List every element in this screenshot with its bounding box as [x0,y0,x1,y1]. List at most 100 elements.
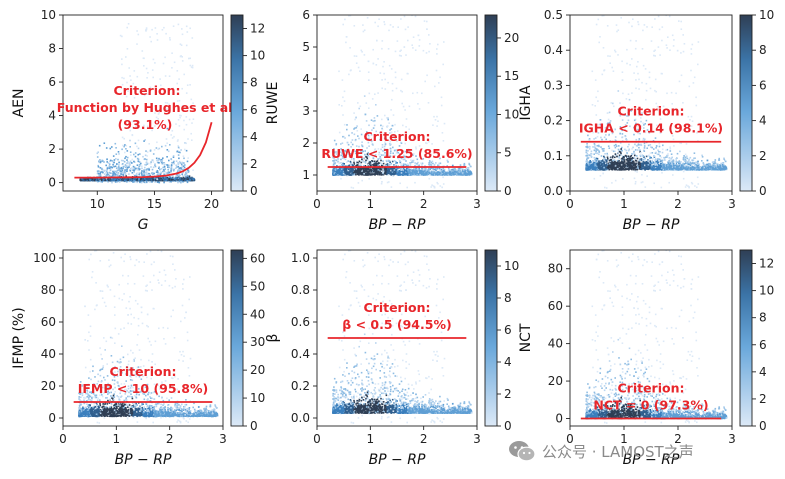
density-cell [361,151,363,154]
density-cell [145,30,147,32]
density-cell [138,172,141,175]
density-cell [144,177,146,180]
density-cell [380,182,383,185]
density-cell [129,161,131,164]
density-cell [402,167,404,170]
density-cell [437,120,439,122]
density-cell [371,140,373,143]
density-cell [448,171,451,174]
density-cell [136,179,138,181]
density-cell [182,171,185,174]
density-cell [111,172,114,175]
density-cell [343,90,346,93]
density-cell [374,154,377,156]
density-cell [114,170,116,173]
density-cell [94,178,96,181]
density-cell [134,174,136,177]
density-cell [352,172,354,175]
density-cell [448,168,451,171]
density-cell [156,174,159,176]
density-cell [118,175,121,178]
density-cell [386,181,389,184]
density-cell [334,168,337,170]
density-cell [413,171,416,174]
density-cell [391,160,394,163]
density-cell [392,172,395,174]
density-cell [170,165,173,168]
density-cell [159,78,161,80]
density-cell [148,181,151,183]
density-cell [162,157,164,159]
density-cell [136,145,138,148]
density-cell [374,172,377,175]
density-cell [390,162,392,165]
density-cell [118,161,120,164]
density-cell [170,164,173,167]
density-cell [129,146,131,148]
density-cell [171,130,174,132]
density-cell [131,120,134,123]
density-cell [416,167,419,170]
density-cell [178,151,180,153]
density-cell [106,179,108,182]
density-cell [358,172,360,175]
density-cell [428,157,430,159]
density-cell [343,154,346,156]
density-cell [118,169,121,171]
density-cell [173,177,175,179]
density-cell [338,170,340,172]
x-axis-label: G [138,217,149,233]
density-cell [377,173,379,176]
density-cell [332,163,335,166]
density-cell [366,170,369,173]
density-cell [177,181,179,184]
density-cell [124,179,126,182]
density-cell [399,182,401,185]
density-cell [121,76,123,79]
density-cell [117,179,120,182]
density-cell [128,67,130,69]
density-cell [394,154,396,157]
density-cell [346,128,348,131]
density-cell [161,145,163,148]
density-cell [449,172,451,175]
density-cell [428,172,431,175]
density-cell [86,178,89,180]
density-cell [383,72,385,75]
density-cell [185,44,188,47]
density-cell [158,167,160,169]
density-cell [391,171,394,174]
density-cell [142,170,144,172]
density-cell [431,184,433,186]
density-cell [384,167,387,169]
density-cell [144,139,146,141]
density-cell [126,26,128,29]
density-cell [122,174,125,177]
density-cell [120,166,123,169]
density-cell [155,116,158,119]
density-cell [151,168,154,171]
density-cell [387,81,389,84]
density-cell [364,154,367,157]
density-cell [133,97,136,99]
density-cell [465,174,467,176]
density-cell [412,159,415,162]
density-cell [424,155,427,158]
density-cell [425,142,427,144]
density-cell [397,165,399,167]
density-cell [132,173,135,176]
density-cell [356,164,359,166]
density-cell [157,118,159,120]
density-cell [130,154,132,156]
density-cell [142,155,144,158]
density-cell [386,164,389,167]
density-cell [366,157,369,160]
density-cell [129,170,132,172]
density-cell [115,178,117,181]
density-cell [101,168,103,171]
y-axis-label: AEN [11,89,27,118]
density-cell [102,178,105,181]
density-cell [118,165,120,168]
density-cell [180,180,183,183]
density-cell [161,29,164,31]
